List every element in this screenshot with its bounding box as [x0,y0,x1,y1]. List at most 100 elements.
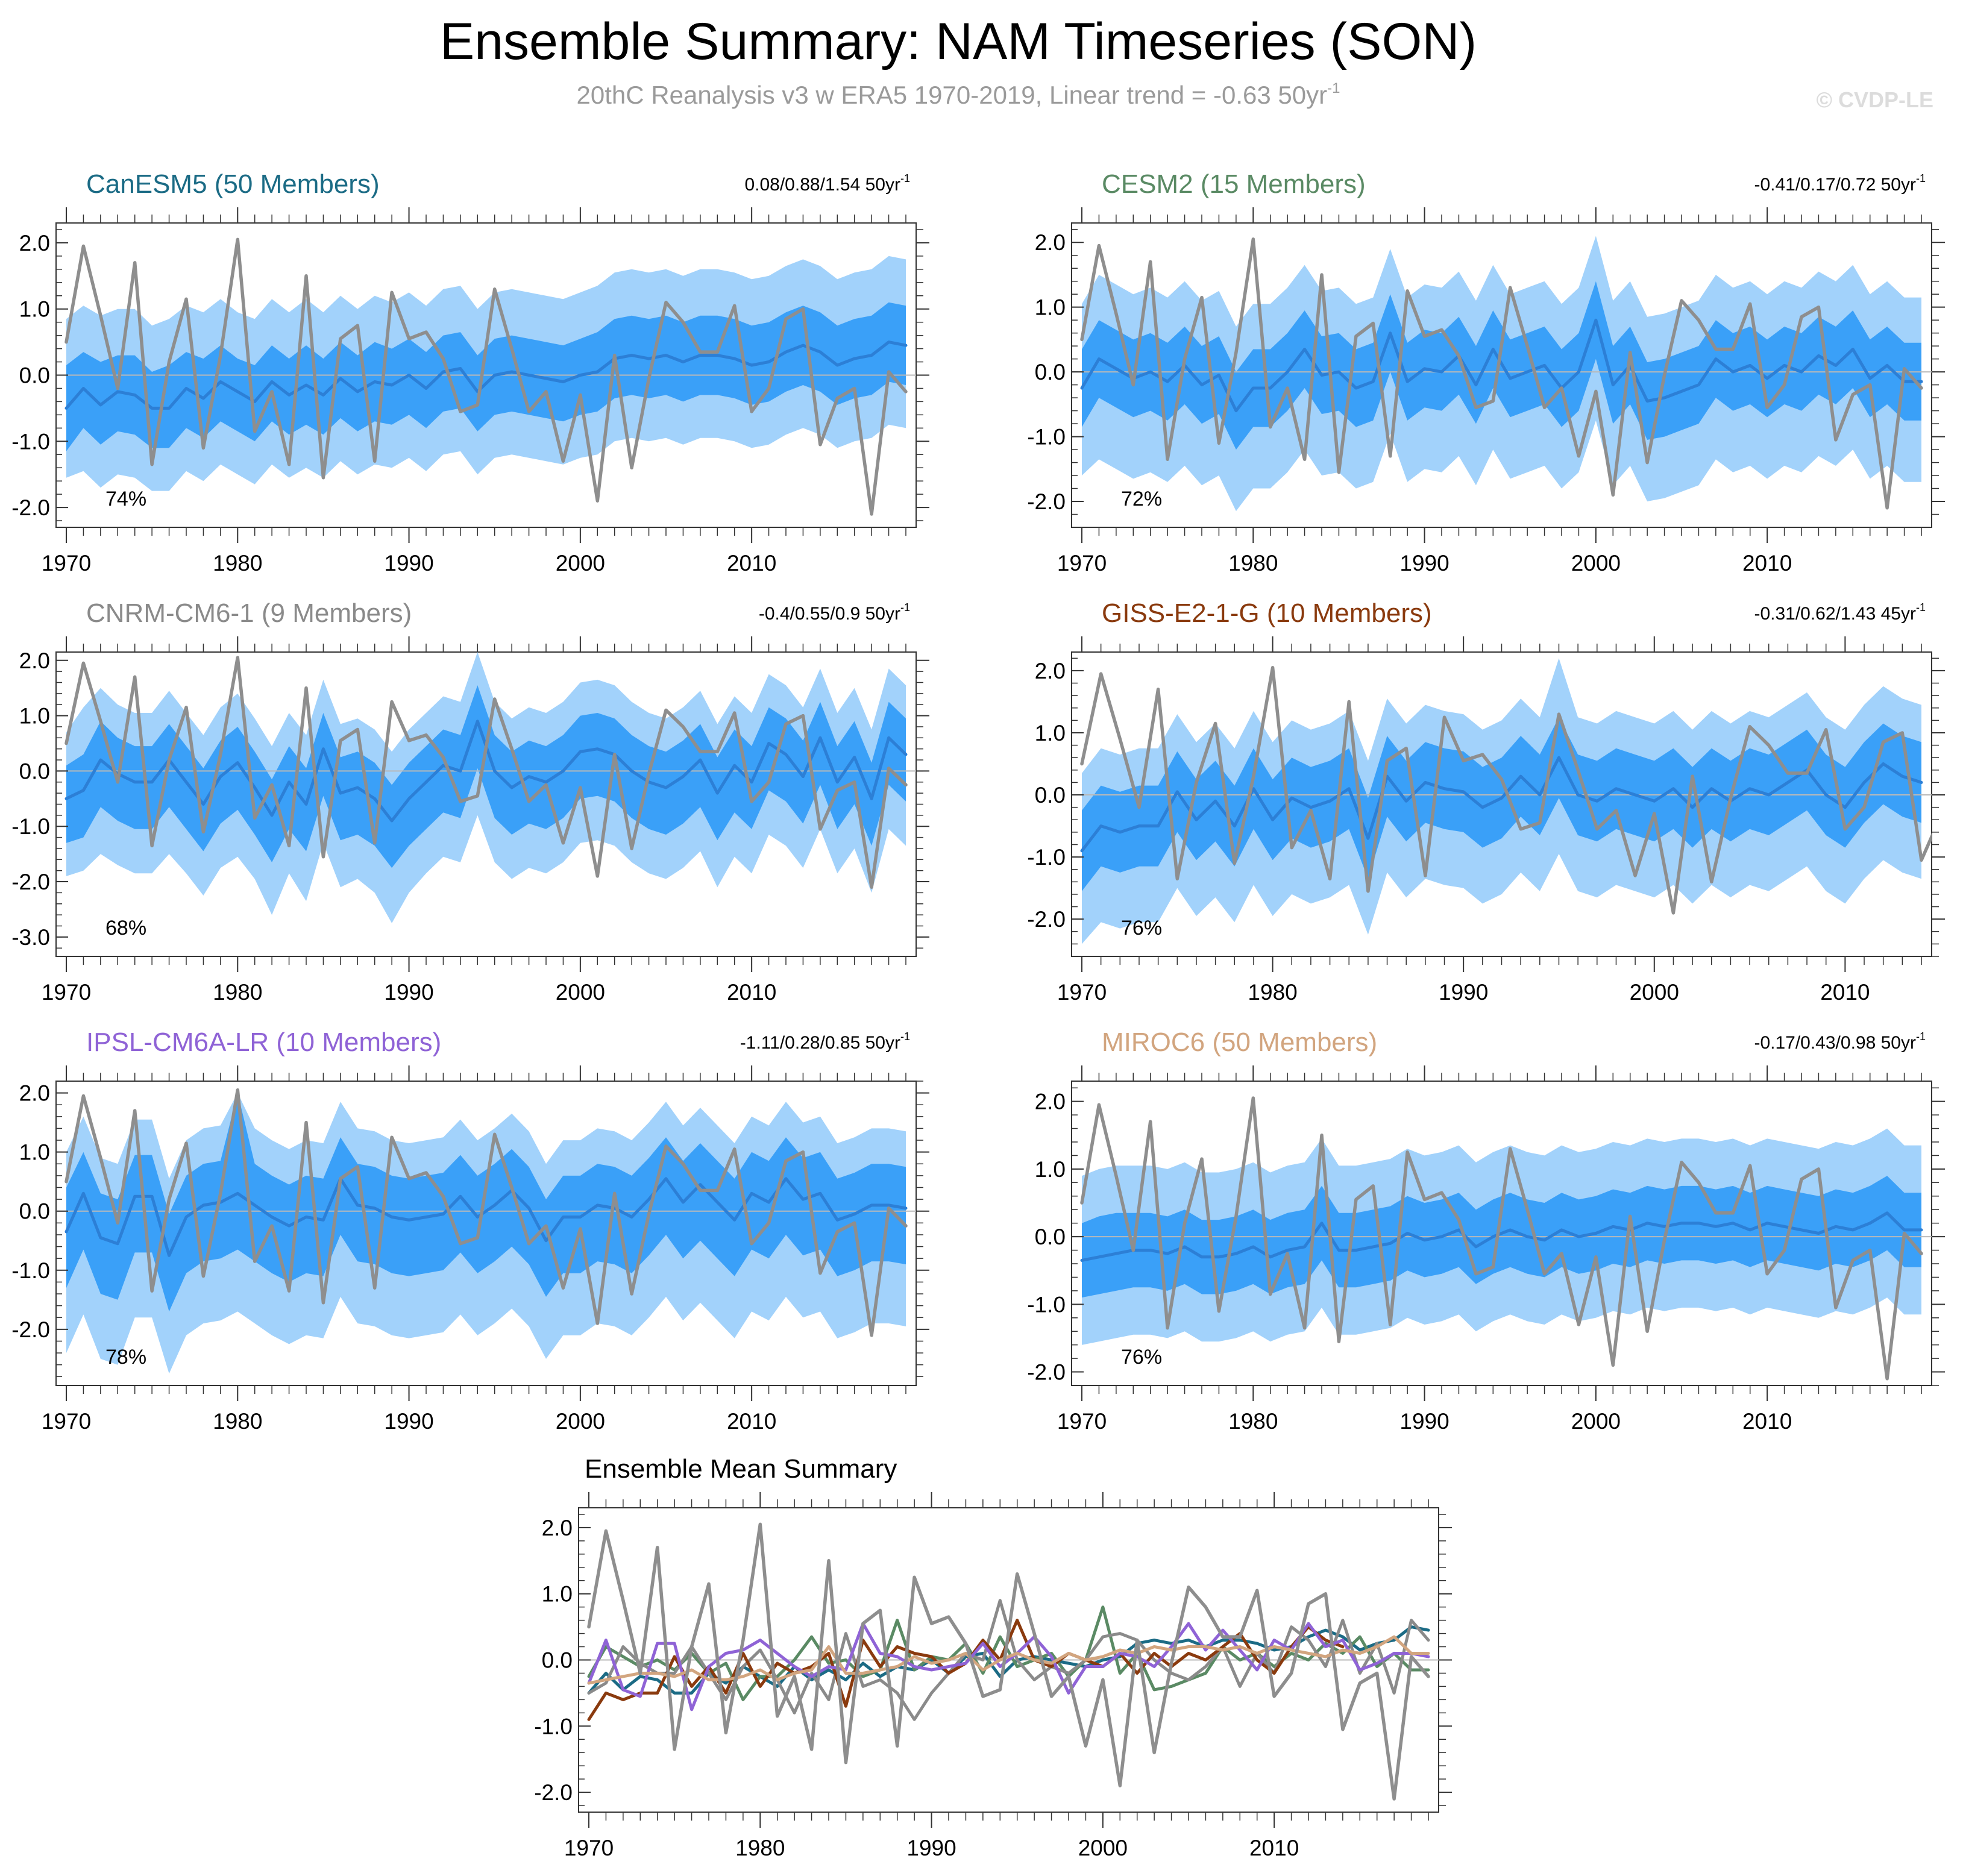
chart-panel-6: 2.0 1.0 0.0 -1.0 -2.0 1970 1980 1990 2000 2010 MIR… [1027,1027,1945,1434]
x-tick-label: 2010 [727,980,776,1005]
x-tick-label: 2000 [1571,1409,1621,1434]
panel-title: GISS-E2-1-G (10 Members) [1102,598,1432,628]
y-tick-label: 1.0 [1035,1157,1066,1182]
y-tick-label: -2.0 [11,870,50,894]
x-tick-label: 1980 [735,1836,785,1860]
y-tick-label: -2.0 [534,1780,573,1805]
y-tick-label: 2.0 [1035,230,1066,255]
x-tick-label: 1990 [1439,980,1488,1005]
observed-line [587,1522,1430,1801]
x-tick-label: 1990 [384,980,433,1005]
y-tick-label: -2.0 [1027,489,1066,514]
x-tick-label: 2000 [556,980,605,1005]
y-tick-label: 0.0 [19,363,50,388]
x-tick-label: 2010 [1742,551,1792,576]
percent-label: 76% [1121,917,1162,940]
x-tick-label: 1980 [1248,980,1297,1005]
x-tick-label: 1990 [1399,551,1449,576]
x-tick-label: 2000 [556,551,605,576]
figure-title: Ensemble Summary: NAM Timeseries (SON) [440,13,1477,71]
percent-label: 78% [105,1346,146,1369]
band-inner [66,1093,906,1312]
y-tick-label: -2.0 [1027,1360,1066,1385]
percent-label: 68% [105,917,146,940]
x-tick-label: 2010 [1742,1409,1792,1434]
x-tick-label: 2000 [1571,551,1621,576]
panel-title: MIROC6 (50 Members) [1102,1027,1377,1057]
x-tick-label: 1970 [564,1836,614,1860]
figure-subtitle: 20thC Reanalysis v3 w ERA5 1970-2019, Li… [577,80,1340,109]
y-tick-label: 0.0 [1035,360,1066,384]
x-tick-label: 1990 [906,1836,956,1860]
y-tick-label: 2.0 [19,231,50,256]
x-tick-label: 1970 [42,551,91,576]
y-tick-label: -1.0 [1027,425,1066,450]
panel-title: CanESM5 (50 Members) [86,169,380,199]
y-tick-label: -2.0 [1027,907,1066,932]
y-tick-label: 2.0 [542,1516,573,1540]
y-tick-label: -1.0 [534,1714,573,1739]
y-tick-label: 0.0 [19,759,50,783]
x-tick-label: 1990 [384,1409,433,1434]
chart-panel-5: 2.0 1.0 0.0 -1.0 -2.0 1970 1980 1990 2000 2010 IPS… [11,1027,929,1434]
ensemble-mean-line [1080,318,1923,413]
y-tick-label: -1.0 [11,1258,50,1283]
x-tick-label: 2000 [1078,1836,1128,1860]
band-inner [66,685,906,868]
plot-area [579,1522,1439,1801]
panels: 2.0 1.0 0.0 -1.0 -2.0 1970 1980 1990 2000 2010 Can… [11,169,1945,1860]
chart-panel-2: 2.0 1.0 0.0 -1.0 -2.0 1970 1980 1990 2000 2010 CES… [1027,169,1945,576]
y-tick-label: 0.0 [1035,783,1066,808]
y-tick-label: -1.0 [1027,1292,1066,1317]
chart-panel-1: 2.0 1.0 0.0 -1.0 -2.0 1970 1980 1990 2000 2010 Can… [11,169,929,576]
x-tick-label: 2010 [1820,980,1870,1005]
trend-label: -1.11/0.28/0.85 50yr-1 [740,1031,910,1053]
observed-line [1080,237,1923,510]
ensemble-mean-line [1080,1211,1923,1262]
y-tick-label: -1.0 [11,429,50,454]
y-tick-label: 1.0 [19,1140,50,1165]
plot-area [1072,1096,1932,1381]
observed-line [64,656,908,889]
plot-area [56,237,916,516]
ensemble-mean-line [64,340,908,410]
y-tick-label: 1.0 [1035,721,1066,745]
x-tick-label: 1970 [42,980,91,1005]
x-tick-label: 1980 [213,980,262,1005]
y-tick-label: -2.0 [11,495,50,520]
series-line-miroc6 [587,1635,1430,1685]
ensemble-mean-line [1080,756,1923,853]
plot-area [56,652,916,923]
watermark: © CVDP-LE [1816,87,1933,112]
y-tick-label: 2.0 [1035,659,1066,683]
trend-label: -0.17/0.43/0.98 50yr-1 [1754,1031,1926,1053]
chart-panel-3: 2.0 1.0 0.0 -1.0 -2.0 -3.0 1970 1980 1990 2000 201… [11,598,929,1005]
x-tick-label: 1990 [384,551,433,576]
x-tick-label: 1970 [1057,1409,1107,1434]
y-tick-label: 0.0 [542,1648,573,1673]
x-tick-label: 1980 [213,551,262,576]
chart-panel-4: 2.0 1.0 0.0 -1.0 -2.0 1970 1980 1990 2000 2010 GIS… [1027,598,1945,1005]
y-tick-label: -3.0 [11,925,50,950]
observed-line [64,237,908,516]
x-tick-label: 2010 [727,551,776,576]
percent-label: 74% [105,488,146,510]
trend-label: -0.4/0.55/0.9 50yr-1 [759,601,910,624]
y-tick-label: 1.0 [19,297,50,322]
x-tick-label: 2000 [556,1409,605,1434]
x-tick-label: 2010 [727,1409,776,1434]
panel-title: CNRM-CM6-1 (9 Members) [86,598,412,628]
observed-line [1080,1096,1923,1381]
trend-label: 0.08/0.88/1.54 50yr-1 [744,172,910,195]
observed-line [64,1088,908,1337]
x-tick-label: 1970 [1057,980,1107,1005]
plot-area [56,1088,916,1374]
panel-title: IPSL-CM6A-LR (10 Members) [86,1027,441,1057]
trend-label: -0.41/0.17/0.72 50yr-1 [1754,172,1926,195]
ensemble-mean-line [64,1177,908,1257]
x-tick-label: 2000 [1630,980,1679,1005]
panel-title: Ensemble Mean Summary [585,1454,897,1484]
x-tick-label: 1970 [42,1409,91,1434]
observed-line [1080,666,1932,915]
